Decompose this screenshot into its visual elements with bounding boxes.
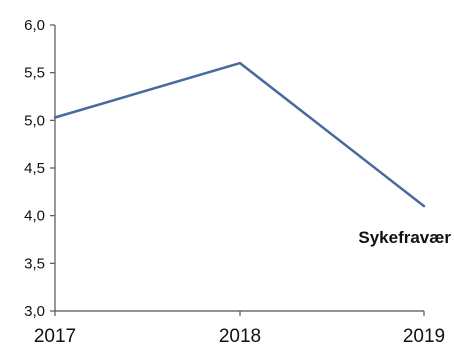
x-tick-label: 2017 xyxy=(34,326,76,347)
y-tick-label: 6,0 xyxy=(24,17,45,34)
series-label: Sykefravær xyxy=(358,228,451,247)
y-tick-label: 5,5 xyxy=(24,65,45,82)
y-tick-label: 4,0 xyxy=(24,208,45,225)
y-tick-label: 4,5 xyxy=(24,160,45,177)
x-axis: 2017 2018 2019 xyxy=(34,310,445,347)
y-axis: 3,0 3,5 4,0 4,5 5,0 5,5 6,0 xyxy=(24,17,56,320)
y-tick-label: 3,0 xyxy=(24,303,45,320)
y-tick-label: 5,0 xyxy=(24,112,45,129)
series-labels: Sykefravær xyxy=(358,228,451,247)
series-line xyxy=(53,61,426,208)
series-lines xyxy=(53,61,426,208)
x-tick-label: 2019 xyxy=(403,326,445,347)
x-tick-label: 2018 xyxy=(219,326,261,347)
y-tick-label: 3,5 xyxy=(24,255,45,272)
